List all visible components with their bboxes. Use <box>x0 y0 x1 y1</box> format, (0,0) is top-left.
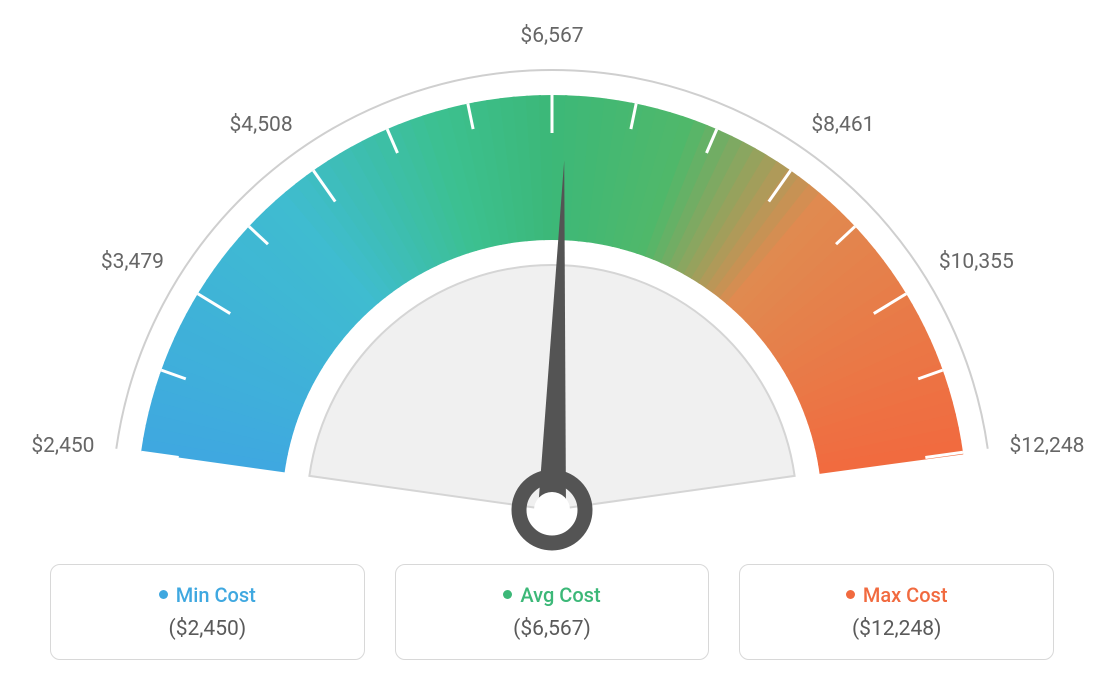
dot-icon <box>846 590 855 599</box>
legend-title-avg: Avg Cost <box>406 583 699 607</box>
legend-title-max: Max Cost <box>750 583 1043 607</box>
legend-label-avg: Avg Cost <box>520 583 600 607</box>
cost-gauge: $2,450 $3,479 $4,508 $6,567 $8,461 $10,355 $12… <box>0 0 1104 560</box>
legend-label-min: Min Cost <box>176 583 256 607</box>
gauge-tick-label: $8,461 <box>811 113 874 137</box>
gauge-tick-label: $12,248 <box>1010 434 1085 458</box>
legend-label-max: Max Cost <box>863 583 948 607</box>
legend-title-min: Min Cost <box>61 583 354 607</box>
gauge-tick-label: $6,567 <box>520 24 583 48</box>
gauge-tick-label: $2,450 <box>31 434 94 458</box>
legend-card-max: Max Cost ($12,248) <box>739 564 1054 660</box>
gauge-tick-label: $4,508 <box>230 113 293 137</box>
legend-value-max: ($12,248) <box>750 617 1043 641</box>
gauge-tick-label: $10,355 <box>939 250 1014 274</box>
legend-card-min: Min Cost ($2,450) <box>50 564 365 660</box>
dot-icon <box>503 590 512 599</box>
legend-value-min: ($2,450) <box>61 617 354 641</box>
gauge-tick-label: $3,479 <box>101 250 164 274</box>
legend-card-avg: Avg Cost ($6,567) <box>395 564 710 660</box>
legend-row: Min Cost ($2,450) Avg Cost ($6,567) Max … <box>50 564 1054 660</box>
legend-value-avg: ($6,567) <box>406 617 699 641</box>
gauge-svg <box>72 50 1032 590</box>
dot-icon <box>159 590 168 599</box>
